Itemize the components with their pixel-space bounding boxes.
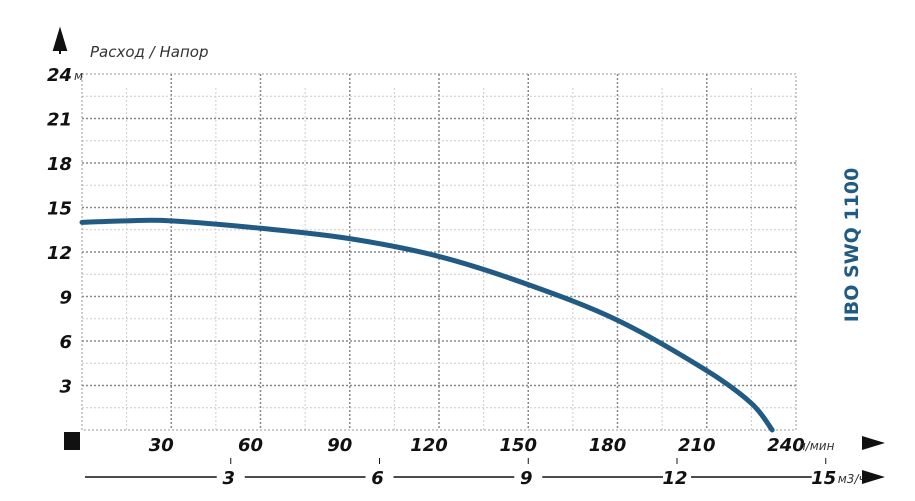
y-unit-label: м — [74, 69, 83, 83]
x2-axis-arrow-icon — [862, 470, 885, 484]
origin-marker — [64, 432, 80, 450]
x-tick-label: 60 — [238, 435, 263, 456]
head-flow-curve — [79, 217, 775, 433]
x2-tick-gap — [811, 466, 840, 488]
x-tick-label: 120 — [410, 435, 448, 456]
y-tick-label: 3 — [59, 377, 72, 398]
x2-tick-label: 12 — [662, 468, 687, 489]
chart-title: IBO SWQ 1100 — [841, 168, 863, 323]
x2-tick-gap — [663, 466, 691, 488]
x-tick-label: 150 — [499, 435, 537, 456]
x2-tick-label: 9 — [520, 468, 533, 489]
y-tick-label: 21 — [47, 110, 72, 131]
x2-tick-gap — [365, 466, 394, 488]
x2-unit-label: м3/ч — [838, 472, 866, 486]
x-tick-label: 180 — [589, 435, 627, 456]
y-tick-label: 9 — [59, 288, 72, 309]
x-axis-arrow-icon — [862, 436, 885, 450]
x-unit-label: л/мин — [797, 439, 835, 453]
x2-tick-gap — [514, 466, 543, 488]
x-tick-label: 90 — [327, 435, 352, 456]
y-axis-arrow-icon — [52, 26, 68, 54]
y-tick-label: 12 — [47, 243, 72, 264]
y-tick-label: 18 — [47, 154, 72, 175]
x2-tick-label: 15 — [811, 468, 836, 489]
x-tick-label: 210 — [678, 435, 716, 456]
x-tick-label: 30 — [149, 435, 174, 456]
x-tick-label: 240 — [767, 435, 805, 456]
x2-tick-gap — [216, 466, 245, 488]
y-tick-label: 24 — [47, 65, 72, 86]
y-tick-label: 15 — [47, 199, 72, 220]
x2-tick-label: 6 — [371, 468, 384, 489]
y-tick-label: 6 — [59, 332, 72, 353]
plot-border — [81, 73, 797, 431]
x2-tick-label: 3 — [222, 468, 235, 489]
y-axis-label: Расход / Напор — [90, 43, 208, 61]
